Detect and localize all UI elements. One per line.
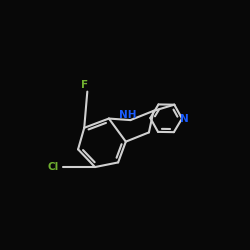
Text: F: F — [81, 80, 88, 90]
Text: N: N — [180, 114, 189, 124]
Text: NH: NH — [118, 110, 136, 120]
Text: Cl: Cl — [48, 162, 59, 172]
